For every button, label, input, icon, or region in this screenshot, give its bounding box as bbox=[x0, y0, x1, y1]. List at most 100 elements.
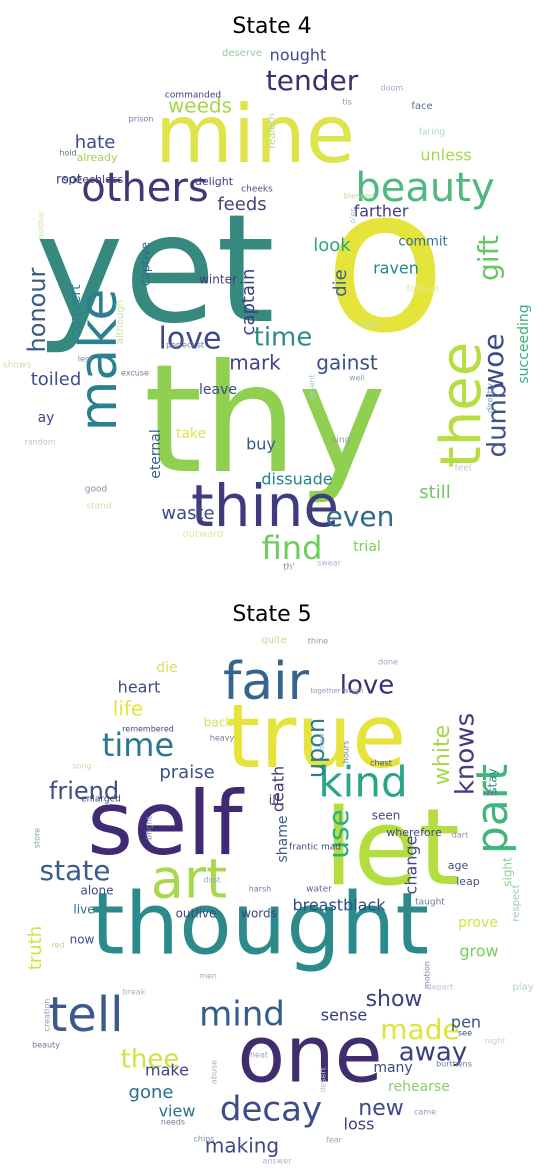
word-dart: dart bbox=[452, 831, 468, 840]
word-well: well bbox=[349, 374, 365, 383]
word-enlarged: enlarged bbox=[81, 795, 121, 805]
word-lest: lest bbox=[483, 789, 497, 798]
word-play: play bbox=[512, 982, 533, 993]
word-succeeding: succeeding bbox=[516, 304, 532, 383]
word-water: water bbox=[360, 320, 384, 329]
word-honour: honour bbox=[23, 267, 51, 352]
word-change: change bbox=[402, 836, 421, 895]
word-thee: thee bbox=[429, 342, 494, 468]
word-swear: swear bbox=[317, 559, 342, 568]
word-directly: directly bbox=[486, 383, 495, 413]
word-thought: thought bbox=[91, 874, 429, 974]
word-water: water bbox=[306, 885, 332, 895]
word-grow: grow bbox=[459, 942, 498, 961]
word-burthens: burthens bbox=[436, 1060, 472, 1069]
word-look: look bbox=[313, 235, 351, 256]
word-already: already bbox=[76, 151, 118, 164]
word-weeds: weeds bbox=[168, 94, 232, 118]
word-remembered: remembered bbox=[122, 725, 174, 734]
word-fortune: fortune bbox=[407, 285, 440, 295]
word-came: came bbox=[414, 1108, 436, 1117]
panel-title-state-5: State 5 bbox=[232, 602, 311, 627]
word-sense: sense bbox=[321, 1006, 368, 1025]
word-gone: gone bbox=[129, 1082, 174, 1103]
word-made: made bbox=[380, 1013, 459, 1046]
word-chest: chest bbox=[370, 759, 392, 768]
word-convert: convert bbox=[68, 284, 84, 338]
word-blessed: blessed bbox=[344, 192, 375, 201]
word-buy: buy bbox=[246, 435, 276, 454]
word-beauty: beauty bbox=[355, 165, 494, 211]
word-shows: shows bbox=[3, 361, 31, 371]
word-night: night bbox=[485, 1037, 506, 1046]
word-art: art bbox=[151, 848, 227, 911]
word-th: th' bbox=[283, 563, 295, 573]
word-heat: heat bbox=[250, 1051, 268, 1060]
word-ay: ay bbox=[38, 410, 55, 426]
word-tell: tell bbox=[48, 987, 123, 1043]
word-heart: heart bbox=[118, 678, 161, 697]
word-bright: bright bbox=[145, 816, 154, 840]
word-waste: waste bbox=[161, 503, 214, 524]
word-prove: prove bbox=[458, 915, 498, 931]
word-mine: mine bbox=[155, 88, 355, 181]
word-rehearse: rehearse bbox=[388, 1079, 450, 1095]
word-raven: raven bbox=[373, 259, 419, 278]
word-love: love bbox=[340, 671, 395, 701]
word-speechless: speechless bbox=[63, 173, 124, 186]
word-ill: ill bbox=[269, 794, 280, 809]
word-decay: decay bbox=[220, 1090, 322, 1130]
word-time: time bbox=[254, 323, 313, 353]
word-thine: thine bbox=[308, 637, 329, 646]
word-store: store bbox=[33, 828, 42, 848]
word-age: age bbox=[448, 859, 469, 872]
word-friend: friend bbox=[49, 777, 119, 805]
word-needs: needs bbox=[161, 1118, 185, 1127]
word-prison: prison bbox=[129, 115, 154, 124]
word-trial: trial bbox=[353, 539, 381, 555]
word-stay: stay bbox=[486, 768, 500, 793]
word-self: self bbox=[87, 772, 244, 875]
word-many: many bbox=[373, 1060, 412, 1076]
word-captive: captive bbox=[139, 242, 153, 286]
word-thine: thine bbox=[191, 472, 339, 540]
word-depart: depart bbox=[427, 983, 453, 992]
word-let: let bbox=[324, 786, 460, 909]
word-faring: faring bbox=[419, 128, 445, 138]
word-take: take bbox=[176, 426, 206, 442]
word-die: die bbox=[330, 269, 351, 297]
word-time: time bbox=[102, 726, 174, 764]
word-outlive: outlive bbox=[176, 907, 217, 921]
word-white: white bbox=[430, 725, 455, 785]
word-hold: hold bbox=[59, 149, 76, 158]
word-dissuade: dissuade bbox=[261, 470, 332, 489]
word-outward: outward bbox=[183, 529, 224, 540]
word-deserve: deserve bbox=[222, 48, 262, 59]
word-see: see bbox=[458, 1029, 472, 1038]
word-use: use bbox=[322, 809, 355, 859]
word-commit: commit bbox=[398, 235, 447, 250]
word-view: view bbox=[159, 1102, 196, 1121]
word-mind: mind bbox=[199, 995, 285, 1035]
word-although: although bbox=[115, 300, 126, 344]
word-creation: creation bbox=[43, 999, 52, 1032]
word-truth: truth bbox=[25, 926, 46, 970]
word-yet: yet bbox=[35, 183, 275, 357]
word-commanded: commanded bbox=[165, 91, 221, 101]
word-away: away bbox=[399, 1038, 468, 1068]
word-o: o bbox=[324, 145, 446, 378]
word-life: life bbox=[113, 697, 143, 721]
word-make: make bbox=[69, 289, 129, 432]
word-dumb: dumb bbox=[483, 383, 513, 458]
word-even: even bbox=[326, 500, 395, 533]
word-cheeks: cheeks bbox=[241, 185, 273, 195]
word-taught: taught bbox=[415, 898, 445, 908]
word-upon: upon bbox=[302, 718, 330, 778]
word-draw: draw bbox=[318, 733, 326, 751]
word-song: song bbox=[72, 762, 91, 771]
word-perfect-st: perfect'st bbox=[166, 341, 204, 350]
word-others: others bbox=[81, 165, 208, 211]
word-good: good bbox=[85, 485, 107, 495]
word-frantic-mad: frantic mad bbox=[289, 843, 341, 853]
word-mark: mark bbox=[229, 351, 281, 375]
